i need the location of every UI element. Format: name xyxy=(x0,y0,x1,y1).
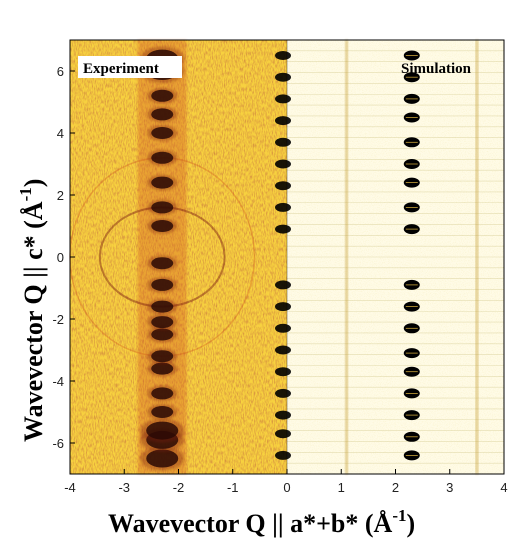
y-tick-label: 0 xyxy=(57,250,64,265)
experiment-peak-halo xyxy=(147,87,178,104)
experiment-peak-halo xyxy=(147,298,178,315)
y-tick-label: 2 xyxy=(57,188,64,203)
experiment-peak-halo xyxy=(147,174,178,191)
simulation-label: Simulation xyxy=(401,61,472,77)
experiment-peak-halo xyxy=(140,446,185,471)
x-tick-label: -2 xyxy=(173,480,185,495)
experiment-peak-halo xyxy=(147,360,178,377)
edge-peak xyxy=(275,202,291,212)
edge-peak xyxy=(275,94,291,104)
experiment-peak-halo xyxy=(147,125,178,141)
experiment-peak-halo xyxy=(147,348,178,365)
edge-peak xyxy=(275,181,291,191)
experiment-peak-halo xyxy=(147,314,178,331)
streak xyxy=(475,40,479,474)
edge-peak xyxy=(275,280,291,290)
experiment-peak-halo xyxy=(147,385,178,402)
edge-peak xyxy=(275,450,291,460)
y-tick-label: -6 xyxy=(52,436,64,451)
x-tick-label: 0 xyxy=(283,480,290,495)
experiment-peak-halo xyxy=(147,149,178,166)
edge-peak xyxy=(275,72,291,82)
edge-peak xyxy=(275,367,291,377)
experiment-label: Experiment xyxy=(83,61,159,77)
edge-peak xyxy=(275,137,291,147)
y-tick-label: -2 xyxy=(52,312,64,327)
x-axis-ticks: -4 -3 -2 -1 0 1 2 3 4 xyxy=(64,469,508,495)
y-tick-label: -4 xyxy=(52,374,64,389)
experiment-peak-halo xyxy=(147,255,178,272)
x-tick-label: -1 xyxy=(227,480,239,495)
experiment-label-box xyxy=(78,56,182,78)
edge-peak xyxy=(275,302,291,312)
x-tick-label: -3 xyxy=(118,480,130,495)
edge-peak xyxy=(275,224,291,234)
x-axis-label: Wavevector Q || a*+b* (Å-1) xyxy=(108,506,415,538)
edge-peak xyxy=(275,410,291,420)
x-tick-label: 4 xyxy=(500,480,507,495)
streak xyxy=(345,40,349,474)
x-tick-label: 2 xyxy=(392,480,399,495)
experiment-peak-halo xyxy=(147,199,178,216)
experiment-peak-halo xyxy=(147,106,178,123)
edge-peak xyxy=(275,429,291,439)
y-tick-label: 6 xyxy=(57,64,64,79)
experiment-peak-halo xyxy=(147,218,178,234)
edge-peak xyxy=(275,323,291,333)
x-tick-label: -4 xyxy=(64,480,76,495)
experiment-peak-halo xyxy=(147,404,178,420)
y-axis-label: Wavevector Q || c* (Å-1) xyxy=(16,179,48,442)
experiment-peak-halo xyxy=(147,276,178,293)
edge-peak xyxy=(275,388,291,398)
y-axis-ticks: -6 -4 -2 0 2 4 6 xyxy=(52,64,75,451)
peak-layer xyxy=(140,46,420,471)
experiment-peak-halo xyxy=(147,326,178,343)
x-tick-label: 3 xyxy=(446,480,453,495)
x-tick-label: 1 xyxy=(338,480,345,495)
edge-peak xyxy=(275,116,291,126)
y-tick-label: 4 xyxy=(57,126,64,141)
edge-peak xyxy=(275,51,291,60)
experiment-peak-halo xyxy=(140,418,185,443)
edge-peak xyxy=(275,345,291,355)
plot-area xyxy=(69,39,504,475)
edge-peak xyxy=(275,159,291,169)
